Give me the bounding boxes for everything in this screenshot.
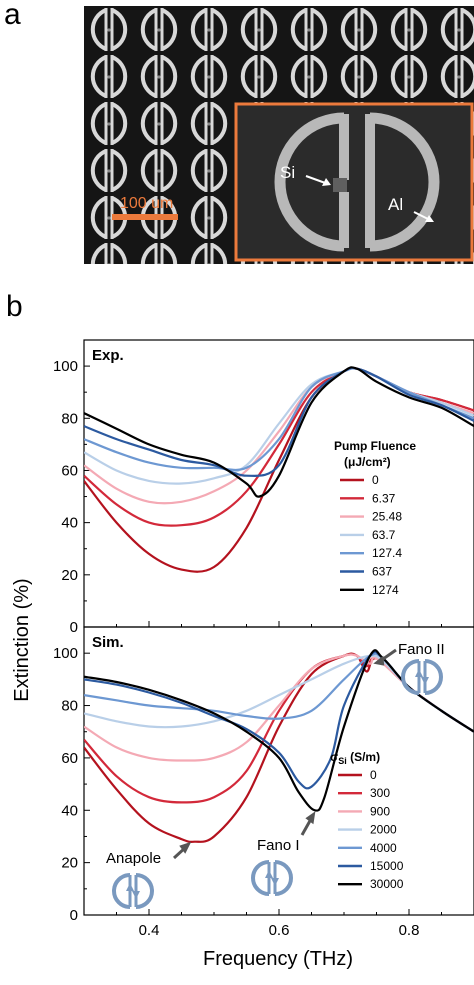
legend-label-127.4: 127.4 [372, 546, 402, 560]
legend-label-4000: 4000 [370, 841, 397, 855]
legend-unit: (μJ/cm²) [344, 455, 391, 469]
legend-label-30000: 30000 [370, 877, 404, 891]
annotation-fano2: Fano II [398, 641, 445, 658]
legend-title: σSi (S/m) [330, 750, 380, 766]
series-line-0 [84, 652, 474, 843]
legend-label-1274: 1274 [372, 583, 399, 597]
legend-label-25.48: 25.48 [372, 510, 402, 524]
chart-title: Exp. [92, 347, 124, 364]
legend-label-637: 637 [372, 565, 392, 579]
fano1-ring-icon [251, 860, 293, 896]
y-tick-label: 60 [61, 462, 78, 479]
legend-label-900: 900 [370, 804, 390, 818]
legend-label-0: 0 [370, 768, 377, 782]
microscope-image: 100 um Si Al [84, 6, 474, 264]
legend: σSi (S/m) 0 300 900 2000 4000 15000 30000 [330, 750, 404, 891]
y-axis-label: Extinction (%) [11, 578, 33, 701]
series-line-30000 [84, 649, 474, 812]
fano2-ring-icon [401, 659, 443, 695]
chart-sim: 0 20 40 60 80 100 0.4 0.6 0.8 Sim. σSi (S/m) 0 300 90… [53, 626, 474, 939]
legend-label-300: 300 [370, 786, 390, 800]
series-line-25.48 [84, 367, 474, 505]
x-axis-label: Frequency (THz) [203, 948, 353, 970]
scale-bar-label: 100 um [120, 195, 173, 212]
si-label: Si [280, 163, 295, 182]
figure-b: 0 20 40 60 80 100 Exp. Pump Fluence (μJ/cm²) 0 6.3… [11, 339, 474, 970]
series-lines [84, 649, 474, 843]
series-line-127.4 [84, 367, 474, 472]
x-tick-label: 0.8 [399, 922, 420, 939]
chart-exp: 0 20 40 60 80 100 Exp. Pump Fluence (μJ/cm²) 0 6.3… [53, 339, 474, 636]
scale-bar [112, 214, 178, 220]
y-tick-label: 100 [53, 358, 78, 375]
legend-label-6.37: 6.37 [372, 491, 396, 505]
plot-frame [83, 626, 474, 916]
y-tick-label: 100 [53, 645, 78, 662]
y-tick-label: 40 [61, 515, 78, 532]
annotation-anapole: Anapole [106, 850, 161, 867]
annotation-fano1: Fano I [257, 837, 300, 854]
legend-label-63.7: 63.7 [372, 528, 396, 542]
y-tick-label: 60 [61, 750, 78, 767]
y-tick-label: 0 [70, 619, 78, 636]
series-line-900 [84, 653, 474, 762]
x-tick-label: 0.4 [139, 922, 160, 939]
legend-label-15000: 15000 [370, 859, 404, 873]
chart-title: Sim. [92, 634, 124, 651]
y-tick-label: 80 [61, 698, 78, 715]
si-patch [333, 178, 347, 192]
legend: Pump Fluence (μJ/cm²) 0 6.37 25.48 63.7 127.4 6… [334, 439, 416, 597]
panel-a-letter: a [4, 0, 21, 31]
series-lines [84, 366, 474, 573]
al-label: Al [388, 195, 403, 214]
inset-image: Si Al [234, 102, 474, 262]
legend-label-2000: 2000 [370, 823, 397, 837]
y-tick-label: 20 [61, 855, 78, 872]
y-tick-label: 40 [61, 802, 78, 819]
series-line-1274 [84, 366, 474, 498]
y-tick-label: 0 [70, 907, 78, 924]
panel-b-letter: b [6, 290, 23, 323]
y-tick-label: 20 [61, 567, 78, 584]
legend-label-0: 0 [372, 473, 379, 487]
y-tick-label: 80 [61, 410, 78, 427]
legend-title: Pump Fluence [334, 439, 416, 453]
anapole-ring-icon [112, 873, 154, 909]
x-tick-label: 0.6 [269, 922, 290, 939]
plot-frame [83, 339, 474, 628]
series-line-15000 [84, 650, 474, 790]
series-line-637 [84, 366, 474, 478]
